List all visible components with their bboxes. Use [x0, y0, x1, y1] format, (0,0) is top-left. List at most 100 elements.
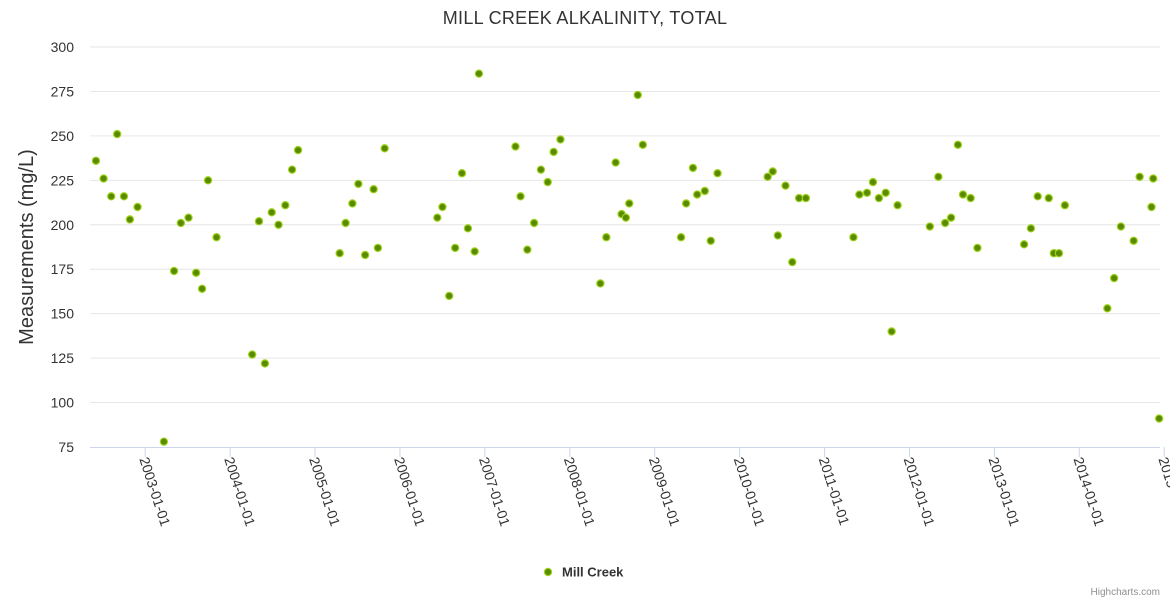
data-point[interactable] [125, 215, 135, 224]
data-point[interactable] [1026, 224, 1036, 233]
data-point[interactable] [274, 220, 283, 229]
data-point[interactable] [354, 179, 363, 189]
data-point[interactable] [874, 193, 884, 203]
data-point[interactable] [625, 199, 634, 208]
data-point[interactable] [267, 208, 276, 217]
data-point[interactable] [676, 233, 686, 242]
data-point[interactable] [638, 140, 648, 149]
data-point[interactable] [549, 147, 558, 157]
data-point[interactable] [281, 201, 290, 210]
data-point[interactable] [287, 165, 297, 174]
data-point[interactable] [159, 437, 169, 446]
data-point[interactable] [633, 90, 642, 100]
data-point[interactable] [953, 140, 963, 149]
data-point[interactable] [768, 167, 777, 176]
data-point[interactable] [445, 291, 454, 301]
credits-link[interactable]: Highcharts.com [1091, 587, 1160, 598]
data-point[interactable] [369, 185, 378, 194]
data-point[interactable] [438, 202, 447, 212]
data-point[interactable] [536, 165, 546, 174]
data-point[interactable] [681, 199, 691, 208]
data-point[interactable] [1129, 236, 1138, 245]
data-point[interactable] [893, 201, 902, 210]
data-point[interactable] [1060, 201, 1070, 210]
data-point[interactable] [119, 192, 129, 201]
data-point[interactable] [1033, 192, 1042, 201]
data-point[interactable] [692, 190, 702, 199]
data-point[interactable] [966, 193, 975, 203]
data-point[interactable] [973, 243, 982, 253]
data-point[interactable] [360, 250, 370, 260]
data-point[interactable] [621, 213, 631, 222]
data-point[interactable] [463, 224, 473, 233]
data-point[interactable] [849, 233, 858, 242]
data-point[interactable] [212, 233, 221, 242]
data-point[interactable] [801, 193, 811, 203]
data-point[interactable] [1054, 249, 1064, 258]
data-point[interactable] [706, 236, 715, 245]
data-point[interactable] [868, 177, 878, 187]
data-point[interactable] [940, 218, 950, 228]
data-point[interactable] [91, 156, 101, 165]
data-point[interactable] [133, 202, 142, 212]
legend-item-mill-creek[interactable]: Mill Creek [562, 565, 624, 580]
data-point[interactable] [788, 257, 797, 267]
data-point[interactable] [1044, 193, 1053, 203]
data-point[interactable] [596, 279, 605, 288]
data-point[interactable] [781, 181, 790, 190]
data-point[interactable] [99, 174, 108, 183]
data-point[interactable] [946, 213, 956, 222]
data-point[interactable] [335, 249, 344, 258]
data-point[interactable] [470, 247, 479, 256]
data-point[interactable] [474, 69, 484, 78]
data-point[interactable] [176, 218, 186, 228]
data-point[interactable] [611, 158, 620, 167]
data-point[interactable] [511, 142, 520, 151]
data-point[interactable] [763, 172, 772, 181]
data-point[interactable] [373, 243, 383, 253]
data-point[interactable] [556, 135, 565, 144]
data-point[interactable] [794, 193, 804, 203]
data-point[interactable] [169, 266, 179, 276]
data-point[interactable] [191, 268, 201, 277]
data-point[interactable] [341, 218, 350, 228]
data-point[interactable] [925, 222, 935, 231]
data-point[interactable] [184, 213, 193, 222]
data-point[interactable] [457, 169, 467, 178]
data-point[interactable] [348, 199, 357, 208]
data-point[interactable] [543, 177, 552, 187]
data-point[interactable] [197, 284, 207, 293]
data-point[interactable] [602, 233, 611, 242]
data-point[interactable] [1149, 174, 1158, 183]
data-point[interactable] [523, 245, 532, 254]
data-point[interactable] [254, 217, 264, 226]
data-point[interactable] [293, 145, 303, 155]
data-point[interactable] [855, 190, 864, 199]
data-point[interactable] [433, 213, 442, 222]
legend-marker-icon[interactable] [543, 567, 553, 577]
data-point[interactable] [700, 186, 710, 196]
data-point[interactable] [1154, 414, 1164, 423]
data-point[interactable] [112, 129, 122, 139]
data-point[interactable] [887, 327, 896, 336]
data-point[interactable] [1135, 172, 1144, 181]
data-point[interactable] [862, 188, 872, 197]
data-point[interactable] [958, 190, 968, 199]
data-point[interactable] [713, 169, 722, 178]
data-point[interactable] [260, 359, 270, 368]
data-point[interactable] [1103, 304, 1112, 313]
data-point[interactable] [773, 231, 783, 240]
data-point[interactable] [881, 188, 890, 197]
data-point[interactable] [380, 144, 389, 153]
data-point[interactable] [688, 163, 698, 173]
data-point[interactable] [107, 192, 116, 201]
data-point[interactable] [1019, 240, 1029, 249]
data-point[interactable] [516, 192, 525, 201]
data-point[interactable] [1109, 273, 1119, 283]
data-point[interactable] [934, 172, 943, 181]
data-point[interactable] [203, 176, 213, 185]
data-point[interactable] [1116, 222, 1126, 231]
data-point[interactable] [1147, 202, 1156, 212]
legend[interactable]: Mill Creek [543, 565, 624, 580]
data-point[interactable] [529, 218, 539, 228]
